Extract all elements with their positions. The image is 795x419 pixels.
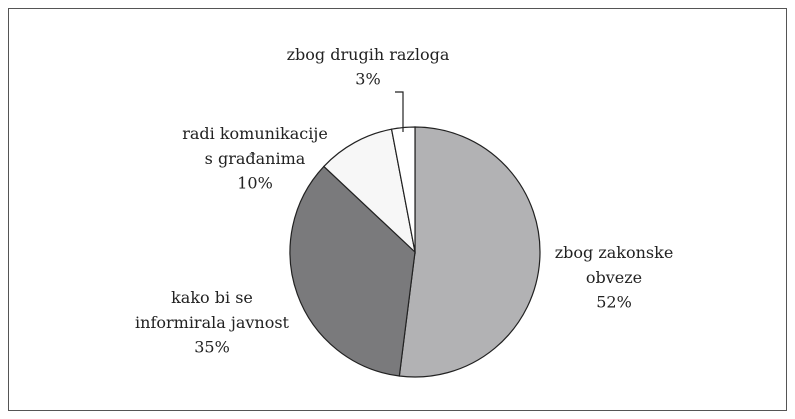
pie-slice: [289, 165, 416, 377]
label-line: radi komunikacije: [182, 124, 328, 143]
label-line: s građanima: [205, 149, 306, 168]
label-line: obveze: [586, 268, 642, 287]
pie-slice: [323, 128, 416, 254]
slice-label: radi komunikacije s građanima: [182, 124, 328, 168]
value-label: 35%: [194, 338, 230, 357]
label-line: informirala javnost: [135, 313, 290, 332]
label-line: kako bi se: [171, 288, 253, 307]
pie-slice: [398, 126, 541, 378]
value-label: 3%: [355, 70, 380, 89]
value-label: 10%: [237, 174, 273, 193]
slice-label: zbog drugih razloga: [287, 45, 450, 64]
value-label: 52%: [596, 293, 632, 312]
label-line: zbog zakonske: [555, 243, 674, 262]
frame: [8, 8, 787, 411]
slice-label: zbog zakonske obveze: [555, 243, 674, 287]
label-line: zbog drugih razloga: [287, 45, 450, 64]
leader-line: [395, 91, 404, 132]
slice-label: kako bi se informirala javnost: [135, 288, 290, 332]
